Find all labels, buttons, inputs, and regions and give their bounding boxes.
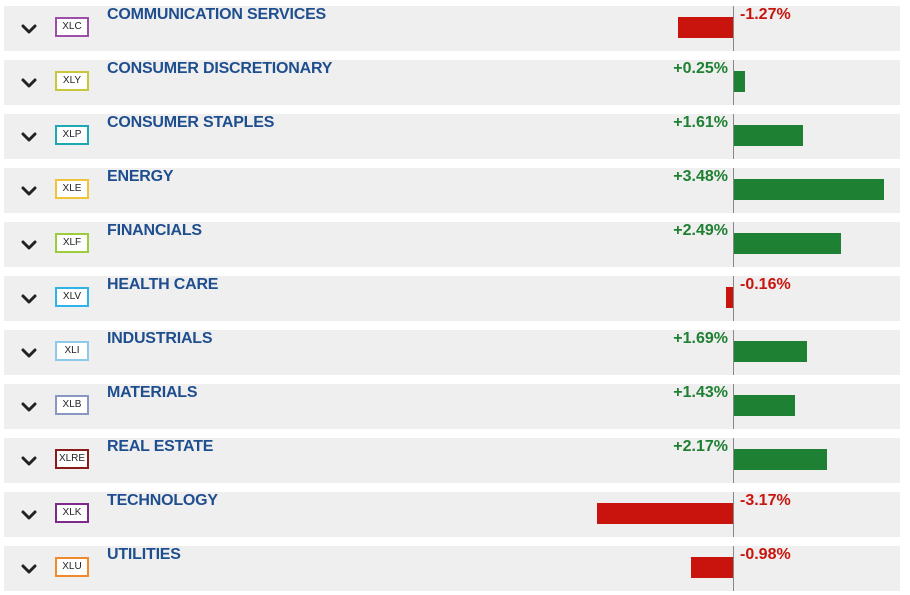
ticker-badge: XLV — [55, 287, 89, 307]
chevron-down-icon[interactable] — [18, 289, 40, 309]
ticker-badge: XLY — [55, 71, 89, 91]
chevron-down-icon[interactable] — [18, 127, 40, 147]
sector-name[interactable]: REAL ESTATE — [107, 438, 214, 455]
sector-row[interactable]: XLC COMMUNICATION SERVICES -1.27% — [4, 6, 900, 51]
zero-axis-line — [733, 546, 734, 591]
change-bar — [734, 449, 827, 470]
ticker-badge: XLK — [55, 503, 89, 523]
sector-name[interactable]: ENERGY — [107, 168, 174, 185]
zero-axis-line — [733, 276, 734, 321]
change-bar — [734, 341, 807, 362]
chevron-down-icon[interactable] — [18, 19, 40, 39]
zero-axis-line — [733, 330, 734, 375]
change-bar — [691, 557, 733, 578]
change-percent: +2.49% — [673, 222, 728, 239]
sector-name[interactable]: HEALTH CARE — [107, 276, 219, 293]
sector-name[interactable]: CONSUMER DISCRETIONARY — [107, 60, 333, 77]
zero-axis-line — [733, 168, 734, 213]
change-bar — [734, 71, 745, 92]
change-percent: +2.17% — [673, 438, 728, 455]
sector-row[interactable]: XLB MATERIALS +1.43% — [4, 384, 900, 429]
change-percent: -0.16% — [740, 276, 791, 293]
sector-name[interactable]: MATERIALS — [107, 384, 198, 401]
change-bar — [678, 17, 733, 38]
sector-row[interactable]: XLV HEALTH CARE -0.16% — [4, 276, 900, 321]
zero-axis-line — [733, 222, 734, 267]
change-bar — [734, 233, 841, 254]
sector-row[interactable]: XLK TECHNOLOGY -3.17% — [4, 492, 900, 537]
ticker-badge: XLC — [55, 17, 89, 37]
ticker-badge: XLI — [55, 341, 89, 361]
ticker-badge: XLF — [55, 233, 89, 253]
change-percent: +0.25% — [673, 60, 728, 77]
change-bar — [734, 395, 795, 416]
ticker-badge: XLU — [55, 557, 89, 577]
change-percent: -3.17% — [740, 492, 791, 509]
ticker-badge: XLB — [55, 395, 89, 415]
change-bar — [726, 287, 733, 308]
sector-name[interactable]: INDUSTRIALS — [107, 330, 213, 347]
chevron-down-icon[interactable] — [18, 505, 40, 525]
change-percent: -1.27% — [740, 6, 791, 23]
zero-axis-line — [733, 492, 734, 537]
chevron-down-icon[interactable] — [18, 559, 40, 579]
chevron-down-icon[interactable] — [18, 343, 40, 363]
change-percent: -0.98% — [740, 546, 791, 563]
chevron-down-icon[interactable] — [18, 73, 40, 93]
zero-axis-line — [733, 6, 734, 51]
change-percent: +1.61% — [673, 114, 728, 131]
change-percent: +3.48% — [673, 168, 728, 185]
zero-axis-line — [733, 438, 734, 483]
sector-row[interactable]: XLE ENERGY +3.48% — [4, 168, 900, 213]
zero-axis-line — [733, 60, 734, 105]
sector-row[interactable]: XLY CONSUMER DISCRETIONARY +0.25% — [4, 60, 900, 105]
sector-row[interactable]: XLP CONSUMER STAPLES +1.61% — [4, 114, 900, 159]
sector-row[interactable]: XLU UTILITIES -0.98% — [4, 546, 900, 591]
sector-row[interactable]: XLRE REAL ESTATE +2.17% — [4, 438, 900, 483]
change-bar — [597, 503, 733, 524]
chevron-down-icon[interactable] — [18, 451, 40, 471]
chevron-down-icon[interactable] — [18, 397, 40, 417]
change-bar — [734, 179, 884, 200]
zero-axis-line — [733, 114, 734, 159]
ticker-badge: XLE — [55, 179, 89, 199]
chevron-down-icon[interactable] — [18, 235, 40, 255]
ticker-badge: XLP — [55, 125, 89, 145]
sector-row[interactable]: XLF FINANCIALS +2.49% — [4, 222, 900, 267]
sector-row[interactable]: XLI INDUSTRIALS +1.69% — [4, 330, 900, 375]
zero-axis-line — [733, 384, 734, 429]
sector-name[interactable]: FINANCIALS — [107, 222, 202, 239]
change-percent: +1.43% — [673, 384, 728, 401]
sector-name[interactable]: UTILITIES — [107, 546, 181, 563]
chevron-down-icon[interactable] — [18, 181, 40, 201]
sector-name[interactable]: CONSUMER STAPLES — [107, 114, 275, 131]
ticker-badge: XLRE — [55, 449, 89, 469]
sector-name[interactable]: COMMUNICATION SERVICES — [107, 6, 327, 23]
change-bar — [734, 125, 803, 146]
sector-name[interactable]: TECHNOLOGY — [107, 492, 218, 509]
change-percent: +1.69% — [673, 330, 728, 347]
